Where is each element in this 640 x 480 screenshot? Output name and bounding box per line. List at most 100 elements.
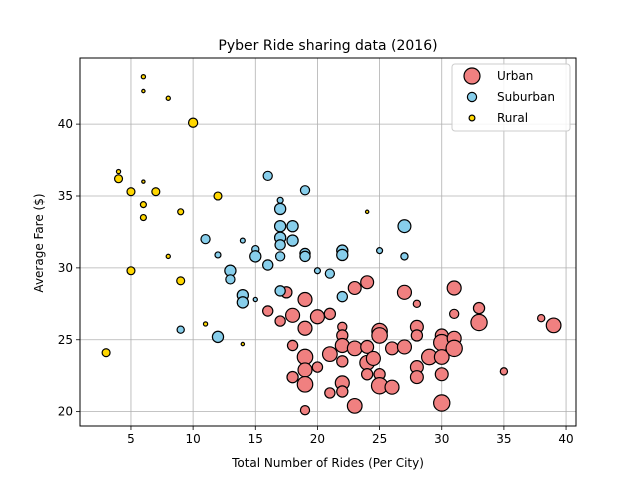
data-point: [336, 290, 349, 303]
data-point: [262, 170, 273, 182]
data-point: [365, 350, 381, 367]
data-point: [364, 209, 370, 215]
data-point: [177, 208, 185, 216]
data-point: [360, 275, 375, 290]
data-point: [446, 280, 462, 296]
data-point: [176, 325, 185, 334]
data-point: [384, 341, 400, 356]
data-point: [286, 234, 299, 247]
y-tick-label: 40: [58, 117, 73, 131]
data-point: [113, 174, 124, 184]
legend-box: [451, 63, 571, 132]
data-point: [115, 168, 122, 175]
data-points: [101, 73, 562, 416]
data-point: [410, 329, 424, 342]
data-point: [126, 187, 136, 197]
data-point: [336, 355, 349, 368]
data-point: [141, 179, 146, 184]
data-point: [321, 346, 338, 363]
data-point: [499, 367, 509, 376]
data-point: [311, 361, 324, 373]
data-point: [276, 196, 284, 204]
data-point: [297, 320, 313, 336]
data-point: [299, 185, 311, 196]
data-point: [165, 95, 171, 101]
data-point: [151, 187, 161, 197]
data-point: [434, 367, 449, 382]
data-point: [239, 237, 246, 244]
x-axis-label: Total Number of Rides (Per City): [231, 456, 424, 470]
data-point: [412, 299, 422, 309]
series-suburban: [176, 170, 412, 344]
data-point: [140, 73, 147, 80]
data-point: [274, 285, 286, 297]
data-point: [211, 330, 225, 344]
data-point: [273, 202, 287, 216]
data-point: [297, 291, 313, 308]
data-point: [141, 88, 146, 94]
data-point: [433, 349, 450, 365]
data-point: [274, 315, 286, 327]
y-axis-label: Average Fare ($): [32, 193, 46, 292]
data-point: [309, 309, 326, 325]
data-point: [214, 251, 222, 259]
x-tick-label: 10: [185, 432, 200, 446]
data-point: [284, 307, 301, 323]
data-point: [396, 284, 413, 300]
data-point: [536, 313, 546, 323]
y-tick-label: 25: [58, 333, 73, 347]
data-point: [472, 301, 486, 315]
data-point: [336, 385, 349, 398]
legend-label: Rural: [497, 111, 528, 125]
legend-label: Suburban: [497, 90, 555, 104]
data-point: [274, 251, 286, 262]
data-point: [299, 250, 311, 263]
data-point: [286, 370, 299, 384]
data-point: [360, 368, 374, 381]
y-tick-label: 30: [58, 261, 73, 275]
data-point: [126, 266, 136, 276]
data-point: [297, 362, 313, 378]
x-tick-label: 40: [558, 432, 573, 446]
data-point: [249, 250, 262, 263]
x-tick-label: 30: [434, 432, 449, 446]
legend: Urban Suburban Rural: [451, 63, 571, 132]
data-point: [324, 387, 336, 399]
data-point: [252, 296, 258, 303]
y-tick-label: 20: [58, 405, 73, 419]
data-point: [347, 280, 362, 296]
data-point: [396, 339, 413, 355]
data-point: [371, 327, 388, 344]
data-point: [346, 397, 363, 414]
x-tick-label: 15: [248, 432, 263, 446]
data-point: [202, 321, 209, 327]
x-tick-label: 35: [496, 432, 511, 446]
data-point: [448, 308, 460, 320]
plot-frame: [79, 57, 577, 427]
x-tick-label: 20: [310, 432, 325, 446]
data-point: [299, 405, 311, 416]
data-point: [433, 394, 451, 412]
data-point: [240, 341, 246, 347]
chart-title: Pyber Ride sharing data (2016): [218, 38, 437, 54]
x-tick-label: 5: [127, 432, 135, 446]
data-point: [324, 268, 336, 279]
legend-marker: [463, 67, 481, 85]
data-point: [336, 248, 349, 262]
axis-ticks: 5 10 15 20 25 30 35 40 20 25 30 35 40: [58, 117, 574, 446]
data-point: [346, 340, 363, 357]
data-point: [165, 253, 171, 260]
legend-marker: [466, 91, 478, 103]
data-point: [445, 339, 463, 358]
data-point: [323, 307, 337, 321]
data-point: [213, 191, 223, 201]
data-point: [236, 296, 250, 309]
data-point: [176, 276, 186, 286]
data-point: [360, 339, 375, 354]
data-point: [545, 317, 562, 334]
data-point: [286, 339, 299, 352]
legend-label: Urban: [497, 69, 533, 83]
data-point: [376, 247, 384, 255]
data-point: [384, 379, 400, 395]
